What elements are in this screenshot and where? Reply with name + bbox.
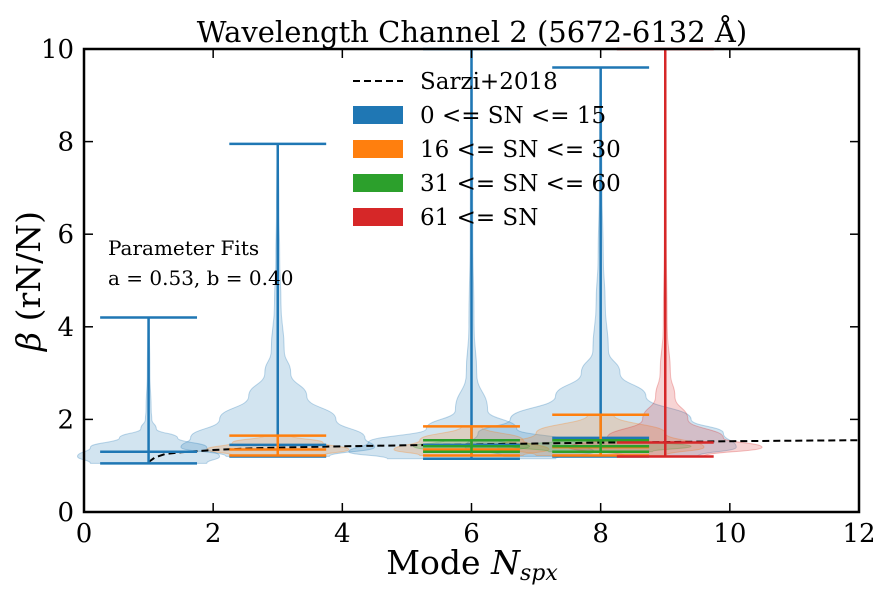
legend-swatch-4	[353, 208, 403, 226]
legend-label-4: 61 <= SN	[420, 205, 538, 231]
legend-label-1: 0 <= SN <= 15	[420, 103, 606, 129]
legend-swatch-2	[353, 140, 403, 158]
y-tick-label-2: 4	[57, 313, 74, 343]
legend: Sarzi+2018 0 <= SN <= 15 16 <= SN <= 30 31 …	[353, 69, 621, 231]
legend-label-2: 16 <= SN <= 30	[420, 137, 621, 163]
x-tick-label-4: 8	[592, 519, 609, 549]
legend-label-0: Sarzi+2018	[420, 69, 558, 95]
parameter-fits-title: Parameter Fits	[108, 236, 259, 260]
x-axis-label-subscript: spx	[520, 561, 558, 586]
x-tick-label-0: 0	[76, 519, 93, 549]
x-axis-label-text: Mode	[386, 543, 491, 582]
y-tick-label-3: 6	[57, 220, 74, 250]
x-tick-label-5: 10	[713, 519, 746, 549]
parameter-fits-values: a = 0.53, b = 0.40	[108, 266, 293, 290]
y-tick-label-1: 2	[57, 405, 74, 435]
legend-label-3: 31 <= SN <= 60	[420, 171, 621, 197]
x-axis-label-symbol: N	[490, 543, 521, 582]
legend-swatch-1	[353, 106, 403, 124]
x-tick-label-1: 2	[205, 519, 222, 549]
chart-title: Wavelength Channel 2 (5672-6132 Å)	[197, 14, 747, 49]
y-tick-label-4: 8	[57, 128, 74, 158]
x-tick-label-6: 12	[842, 519, 875, 549]
x-axis-label: Mode Nspx	[386, 543, 558, 586]
y-axis-label: β (rN/N)	[9, 211, 48, 353]
y-axis-label-symbol: β	[9, 332, 48, 353]
y-tick-label-0: 0	[57, 498, 74, 528]
y-tick-label-5: 10	[41, 35, 74, 65]
y-axis-label-text: (rN/N)	[9, 211, 48, 332]
axis-ticks: 0 2 4 6 8 10 12 0 2 4 6 8 10	[41, 35, 876, 549]
legend-swatch-3	[353, 174, 403, 192]
x-tick-label-2: 4	[334, 519, 351, 549]
x-tick-label-3: 6	[463, 519, 480, 549]
